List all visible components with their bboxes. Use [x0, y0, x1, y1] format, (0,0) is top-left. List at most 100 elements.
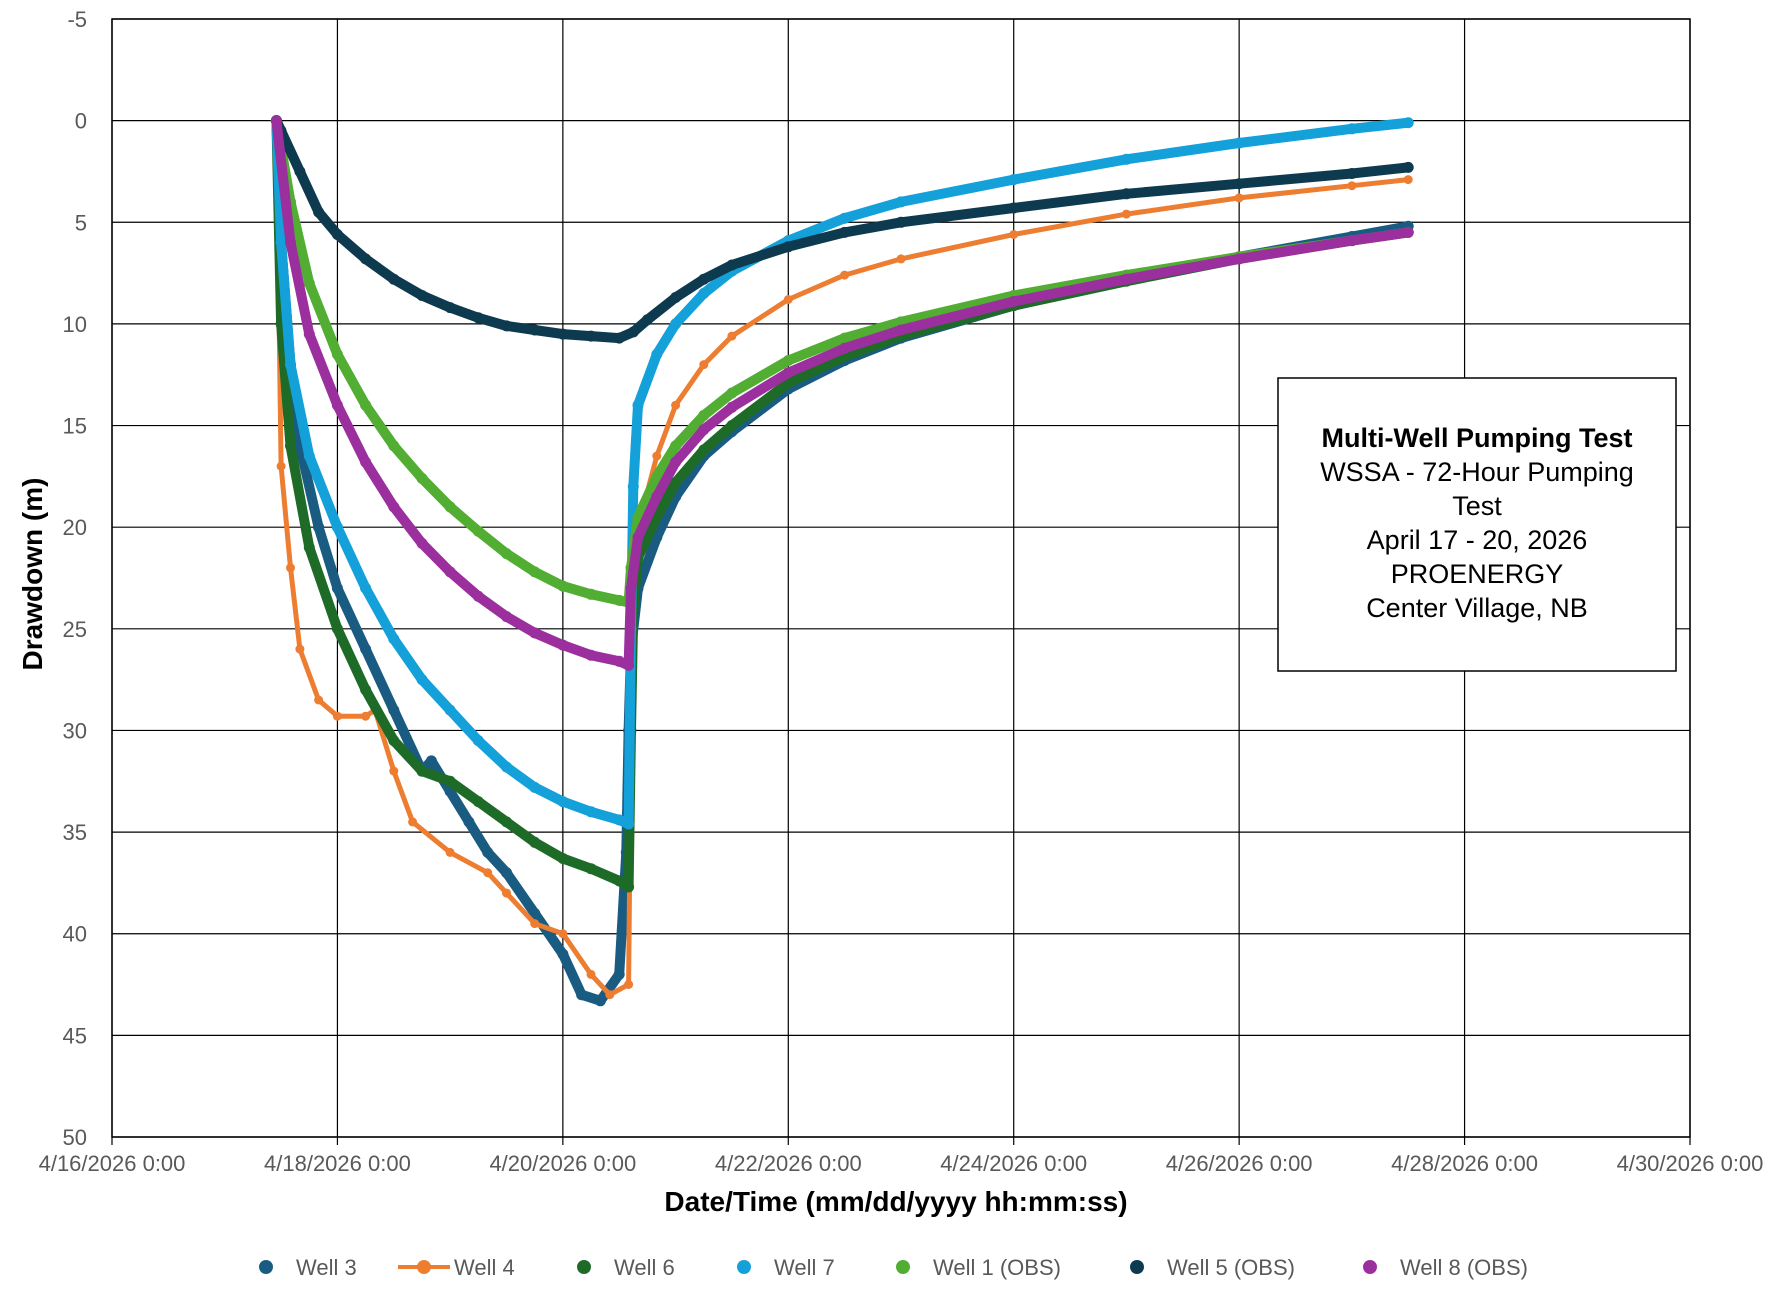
- data-point: [501, 611, 512, 623]
- legend-marker: [1363, 1260, 1377, 1274]
- data-point: [670, 477, 682, 488]
- y-axis-title: Drawdown (m): [17, 478, 48, 671]
- legend-item: Well 6: [577, 1255, 675, 1280]
- data-point: [839, 212, 851, 224]
- data-point: [576, 989, 588, 1001]
- legend-item: Well 4: [398, 1255, 515, 1280]
- data-point: [303, 328, 315, 340]
- plot-area-frame: [111, 18, 1691, 1138]
- data-point: [1234, 193, 1244, 203]
- data-point: [670, 318, 682, 330]
- annotation-title: Multi-Well Pumping Test: [1322, 423, 1633, 453]
- data-point: [416, 537, 428, 549]
- x-tick-label: 4/28/2026 0:00: [1391, 1151, 1538, 1176]
- series-well-8-obs: [270, 115, 1414, 671]
- y-tick-label: 20: [63, 515, 87, 540]
- data-point: [502, 888, 511, 898]
- data-point: [840, 270, 850, 280]
- data-point: [632, 399, 644, 411]
- data-point: [482, 846, 494, 858]
- data-point: [632, 531, 644, 543]
- data-point: [895, 324, 907, 336]
- annotation-line: WSSA - 72-Hour Pumping: [1320, 457, 1634, 487]
- data-point: [585, 330, 597, 342]
- data-point: [726, 401, 738, 413]
- series-line: [271, 115, 1414, 344]
- data-point: [360, 456, 372, 468]
- data-point: [388, 440, 400, 452]
- data-point: [483, 868, 493, 878]
- data-point: [613, 332, 625, 344]
- data-point: [529, 781, 541, 793]
- data-point: [285, 440, 296, 452]
- data-point: [360, 399, 372, 411]
- data-point: [1008, 296, 1020, 307]
- data-point: [472, 735, 484, 747]
- annotation-line: April 17 - 20, 2026: [1367, 525, 1588, 555]
- data-point: [557, 948, 569, 960]
- annotation-line: Center Village, NB: [1366, 593, 1588, 623]
- data-point: [444, 566, 456, 578]
- data-point: [627, 481, 639, 492]
- legend-label: Well 6: [614, 1255, 675, 1280]
- data-point: [558, 929, 568, 939]
- data-point: [332, 711, 342, 721]
- data-point: [285, 359, 296, 371]
- data-point: [670, 292, 682, 303]
- data-point: [389, 766, 399, 776]
- data-point: [331, 348, 343, 360]
- data-point: [1402, 226, 1414, 238]
- data-point: [557, 328, 569, 340]
- data-point: [1120, 153, 1132, 165]
- data-point: [276, 461, 286, 471]
- y-tick-label: -5: [67, 7, 87, 32]
- y-tick-label: 45: [63, 1023, 87, 1048]
- data-point: [624, 980, 634, 989]
- data-point: [529, 836, 541, 848]
- legend-marker: [259, 1260, 273, 1274]
- series-well-7: [270, 115, 1414, 830]
- data-point: [726, 387, 738, 399]
- data-point: [1120, 273, 1132, 285]
- data-point: [625, 582, 637, 594]
- data-point: [444, 775, 456, 787]
- data-point: [361, 711, 371, 721]
- annotation-box: Multi-Well Pumping Test WSSA - 72-Hour P…: [1277, 377, 1677, 672]
- data-point: [605, 990, 615, 1000]
- data-point: [1009, 230, 1019, 239]
- data-point: [585, 806, 597, 818]
- legend-label: Well 3: [296, 1255, 357, 1280]
- legend-marker: [896, 1260, 910, 1274]
- data-point: [895, 216, 907, 228]
- data-point: [698, 273, 710, 285]
- data-point: [444, 704, 456, 716]
- data-point: [670, 440, 682, 452]
- data-point: [360, 253, 372, 265]
- y-tick-label: 50: [63, 1125, 87, 1150]
- data-point: [331, 582, 343, 594]
- data-point: [530, 919, 540, 929]
- data-point: [388, 273, 400, 285]
- data-point: [623, 881, 635, 893]
- data-point: [388, 735, 400, 747]
- data-point: [623, 818, 635, 830]
- data-point: [416, 290, 428, 301]
- data-point: [594, 995, 606, 1007]
- data-point: [1233, 253, 1245, 265]
- data-point: [313, 206, 325, 218]
- data-point: [651, 348, 663, 360]
- data-point: [839, 332, 851, 344]
- data-point: [444, 302, 456, 314]
- data-point: [895, 196, 907, 208]
- x-tick-label: 4/30/2026 0:00: [1617, 1151, 1764, 1176]
- data-point: [294, 166, 306, 177]
- data-point: [698, 444, 710, 456]
- data-point: [839, 226, 851, 238]
- data-point: [557, 796, 569, 808]
- data-point: [627, 326, 639, 338]
- data-point: [727, 331, 737, 341]
- data-point: [472, 312, 484, 324]
- data-point: [463, 816, 475, 828]
- data-point: [698, 409, 710, 421]
